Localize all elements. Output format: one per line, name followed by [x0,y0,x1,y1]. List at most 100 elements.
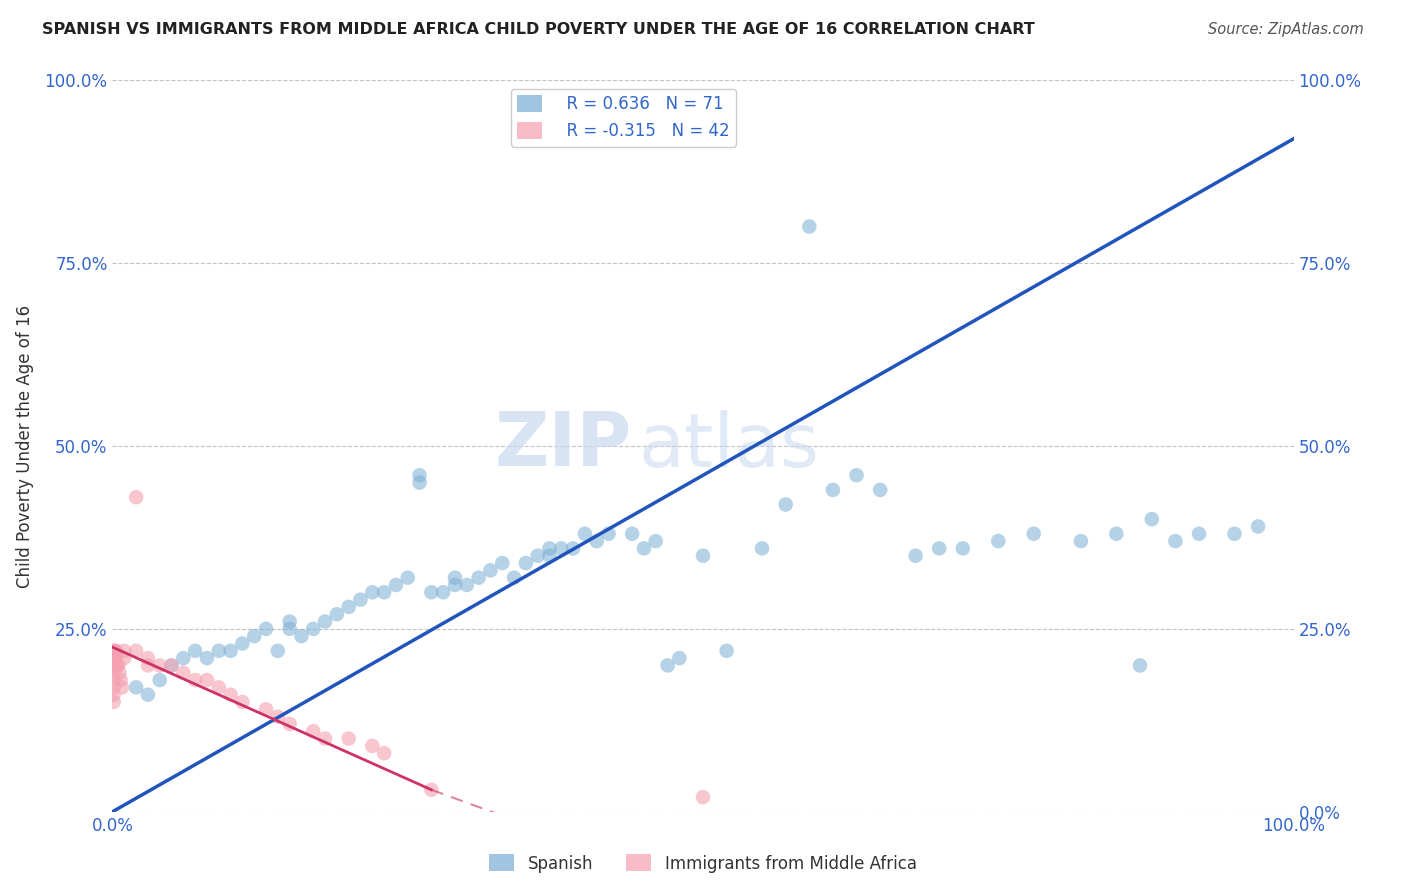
Point [103,665,125,680]
Point [254,702,277,716]
Point [267,644,290,658]
Point [1188,526,1211,541]
Point [692,790,714,805]
Point [195,673,218,687]
Point [103,673,125,687]
Point [103,688,125,702]
Point [125,490,148,504]
Point [845,468,868,483]
Point [125,644,148,658]
Point [278,615,301,629]
Point [103,658,125,673]
Point [103,644,125,658]
Point [538,541,561,556]
Point [633,541,655,556]
Point [195,651,218,665]
Point [160,658,183,673]
Point [444,571,467,585]
Point [1223,526,1246,541]
Point [302,724,325,739]
Point [112,651,135,665]
Point [952,541,974,556]
Point [420,585,443,599]
Point [103,695,125,709]
Text: ZIP: ZIP [495,409,633,483]
Point [254,622,277,636]
Point [125,681,148,695]
Point [904,549,927,563]
Text: SPANISH VS IMMIGRANTS FROM MIDDLE AFRICA CHILD POVERTY UNDER THE AGE OF 16 CORRE: SPANISH VS IMMIGRANTS FROM MIDDLE AFRICA… [42,22,1035,37]
Point [1129,658,1152,673]
Point [1164,534,1187,549]
Point [467,571,489,585]
Point [112,644,135,658]
Legend:   R = 0.636   N = 71,   R = -0.315   N = 42: R = 0.636 N = 71, R = -0.315 N = 42 [510,88,735,146]
Point [105,658,128,673]
Point [526,549,548,563]
Point [107,658,129,673]
Point [184,644,207,658]
Point [456,578,478,592]
Point [314,615,336,629]
Point [550,541,572,556]
Point [396,571,419,585]
Point [326,607,349,622]
Point [479,563,502,577]
Point [172,651,194,665]
Point [278,622,301,636]
Point [668,651,690,665]
Point [105,644,128,658]
Point [136,688,159,702]
Point [1022,526,1045,541]
Point [337,731,360,746]
Point [1247,519,1270,533]
Point [657,658,679,673]
Point [104,658,127,673]
Point [621,526,644,541]
Point [111,681,134,695]
Point [503,571,526,585]
Point [314,731,336,746]
Point [598,526,620,541]
Point [644,534,666,549]
Point [420,782,443,797]
Point [149,673,172,687]
Point [716,644,738,658]
Point [208,644,231,658]
Point [562,541,585,556]
Point [775,498,797,512]
Text: Source: ZipAtlas.com: Source: ZipAtlas.com [1208,22,1364,37]
Point [110,673,132,687]
Point [538,549,561,563]
Point [692,549,714,563]
Point [337,599,360,614]
Point [373,746,395,760]
Point [444,578,467,592]
Point [361,739,384,753]
Point [290,629,312,643]
Point [103,681,125,695]
Legend: Spanish, Immigrants from Middle Africa: Spanish, Immigrants from Middle Africa [482,847,924,880]
Point [1140,512,1163,526]
Point [231,636,253,650]
Point [149,658,172,673]
Point [361,585,384,599]
Point [219,688,242,702]
Point [160,658,183,673]
Point [104,651,127,665]
Point [302,622,325,636]
Point [104,644,127,658]
Y-axis label: Child Poverty Under the Age of 16: Child Poverty Under the Age of 16 [15,304,34,588]
Point [821,483,844,497]
Point [136,651,159,665]
Point [278,717,301,731]
Point [1070,534,1092,549]
Point [349,592,371,607]
Text: atlas: atlas [638,409,820,483]
Point [373,585,395,599]
Point [799,219,821,234]
Point [172,665,194,680]
Point [928,541,950,556]
Point [869,483,891,497]
Point [108,665,131,680]
